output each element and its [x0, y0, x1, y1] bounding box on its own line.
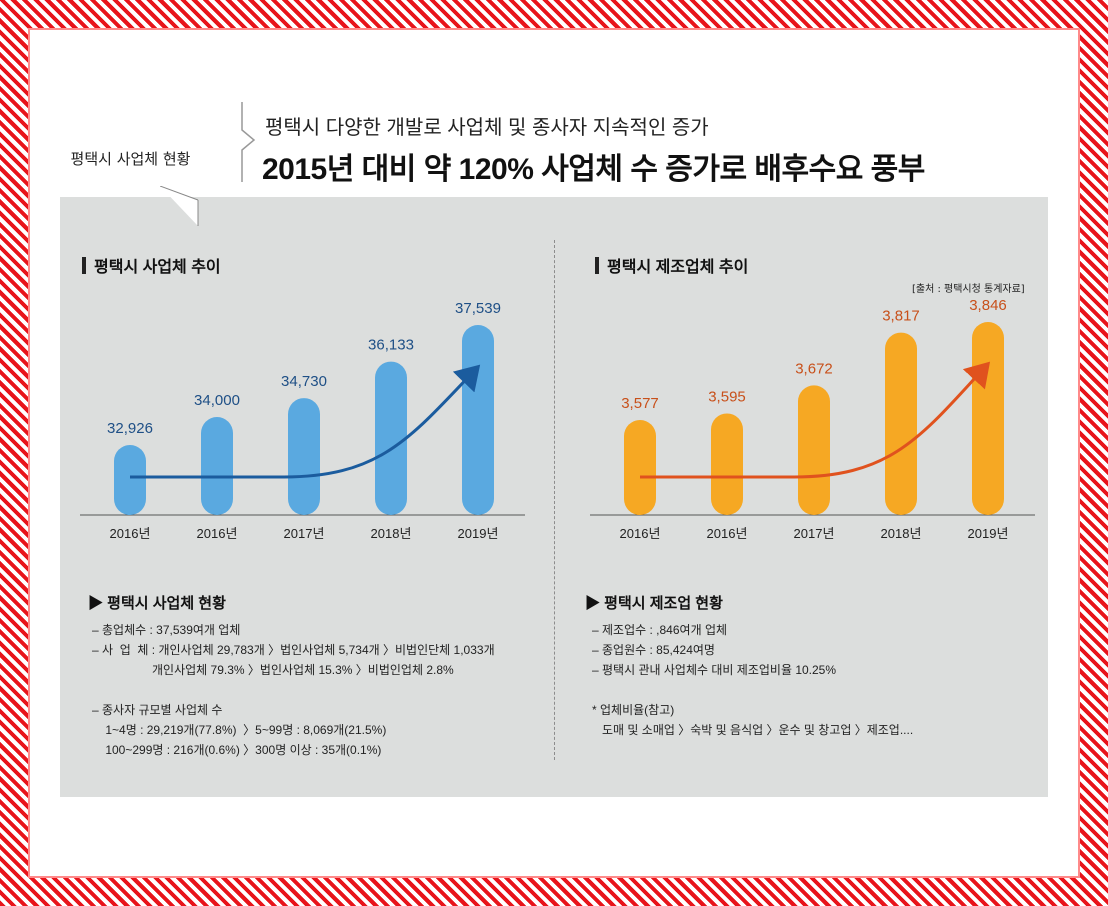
- chart-bar: [375, 361, 407, 515]
- category-label: 2019년: [968, 526, 1009, 541]
- left-chart-title: 평택시 사업체 추이: [82, 253, 221, 277]
- data-label: 3,577: [621, 395, 659, 412]
- data-label: 3,672: [795, 360, 833, 377]
- data-label: 3,817: [882, 308, 920, 325]
- category-label: 2017년: [794, 526, 835, 541]
- category-label: 2019년: [458, 526, 499, 541]
- data-label: 34,000: [194, 392, 240, 409]
- manufacturing-count-chart: 3,577 2016년 3,595 2016년 3,672 2017년 3,817 2018년…: [590, 297, 1035, 541]
- info-line: – 평택시 관내 사업체수 대비 제조업비율 10.25%: [592, 663, 837, 677]
- chart-bar: [114, 445, 146, 515]
- data-label: 3,595: [708, 388, 746, 405]
- info-line: [592, 680, 913, 700]
- source-note: [출처 : 평택시청 통계자료]: [912, 284, 1025, 295]
- info-line: – 총업체수 : 37,539여개 업체: [92, 623, 241, 637]
- data-label: 37,539: [455, 300, 501, 317]
- category-label: 2017년: [284, 526, 325, 541]
- section-tag: 평택시 사업체 현황: [70, 149, 191, 168]
- left-info-lines: – 총업체수 : 37,539여개 업체 – 사 업 체 : 개인사업체 29,7…: [92, 620, 495, 760]
- category-label: 2016년: [620, 526, 661, 541]
- info-line: – 사 업 체 : 개인사업체 29,783개 〉법인사업체 5,734개 〉비…: [92, 643, 495, 657]
- left-chart-title-text: 평택시 사업체 추이: [94, 259, 221, 276]
- chart-bar: [201, 417, 233, 515]
- info-line: 개인사업체 79.3% 〉법인사업체 15.3% 〉비법인업체 2.8%: [92, 663, 454, 677]
- chart-bar: [972, 322, 1004, 515]
- data-label: 32,926: [107, 420, 153, 437]
- chart-bar: [711, 413, 743, 515]
- business-count-chart: 32,926 2016년 34,000 2016년 34,730 2017년 36,133 2…: [80, 300, 525, 541]
- category-label: 2016년: [197, 526, 238, 541]
- right-chart-title: 평택시 제조업체 추이: [595, 253, 748, 277]
- chart-bar: [288, 398, 320, 515]
- info-line: * 업체비율(참고): [592, 703, 675, 717]
- info-line: [92, 680, 495, 700]
- title-bar-icon: [82, 257, 86, 274]
- info-line: – 종사자 규모별 사업체 수: [92, 703, 223, 717]
- info-line: 100~299명 : 216개(0.6%) 〉300명 이상 : 35개(0.1…: [92, 743, 382, 757]
- category-label: 2016년: [110, 526, 151, 541]
- bracket-icon: [241, 102, 256, 182]
- category-label: 2018년: [371, 526, 412, 541]
- chart-bar: [462, 325, 494, 515]
- panel-divider: [554, 240, 555, 760]
- headline-subtitle: 평택시 다양한 개발로 사업체 및 종사자 지속적인 증가: [265, 117, 709, 139]
- right-chart-title-text: 평택시 제조업체 추이: [607, 259, 749, 276]
- data-label: 34,730: [281, 373, 327, 390]
- left-info-title: ▶ 평택시 사업체 현황: [88, 595, 226, 612]
- right-info-lines: – 제조업수 : ,846여개 업체 – 종업원수 : 85,424여명 – 평택시…: [592, 620, 913, 740]
- chart-bar: [885, 332, 917, 515]
- speech-pointer-icon: [160, 186, 199, 226]
- title-bar-icon: [595, 257, 599, 274]
- category-label: 2018년: [881, 526, 922, 541]
- chart-bar: [624, 420, 656, 515]
- info-line: 도매 및 소매업 〉숙박 및 음식업 〉운수 및 창고업 〉제조업....: [592, 723, 914, 737]
- data-label: 36,133: [368, 337, 414, 354]
- trend-arrow: [640, 361, 991, 479]
- data-label: 3,846: [969, 297, 1007, 314]
- headline-title: 2015년 대비 약 120% 사업체 수 증가로 배후수요 풍부: [262, 153, 925, 186]
- chart-bar: [798, 385, 830, 515]
- info-line: – 종업원수 : 85,424여명: [592, 643, 715, 657]
- category-label: 2016년: [707, 526, 748, 541]
- info-line: 1~4명 : 29,219개(77.8%) 〉5~99명 : 8,069개(21…: [92, 723, 387, 737]
- right-info-title: ▶ 평택시 제조업 현황: [585, 595, 723, 612]
- info-line: – 제조업수 : ,846여개 업체: [592, 623, 728, 637]
- trend-arrow: [130, 364, 481, 479]
